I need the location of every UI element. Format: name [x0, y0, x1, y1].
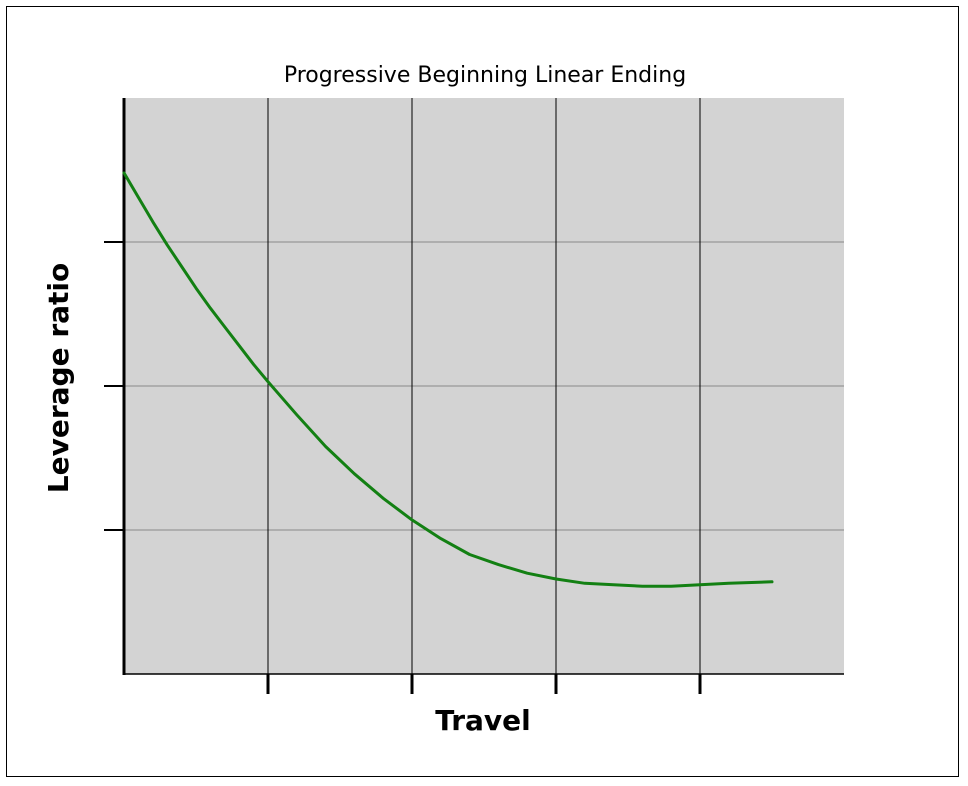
chart-frame — [6, 6, 959, 777]
chart-title: Progressive Beginning Linear Ending — [284, 63, 686, 88]
series-line-1 — [122, 171, 774, 588]
axis-ticks — [104, 241, 702, 694]
y-axis-label: Leverage ratio — [42, 263, 75, 493]
x-axis-label: Travel — [435, 704, 531, 737]
series-group — [122, 171, 774, 588]
